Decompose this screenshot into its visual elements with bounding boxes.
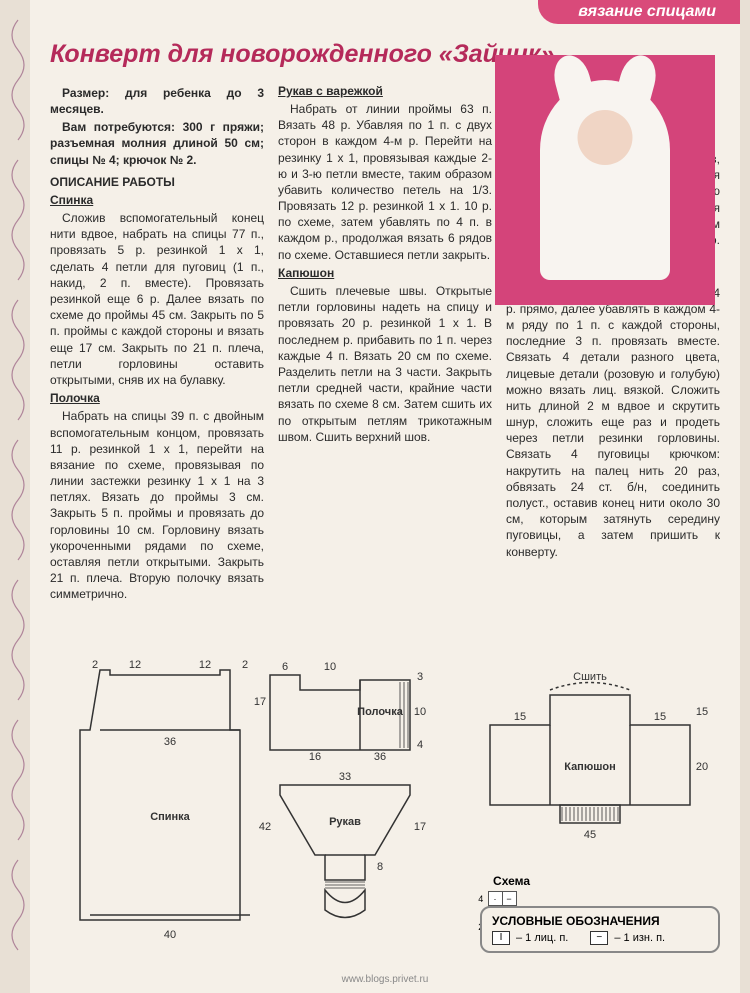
ushki-text: Набрать 15 п. и вязать по схеме 4 р. пря…: [506, 285, 720, 560]
svg-text:10: 10: [414, 706, 426, 718]
spinka-heading: Спинка: [50, 192, 264, 208]
svg-text:36: 36: [164, 736, 176, 748]
svg-text:Рукав: Рукав: [329, 816, 361, 828]
size-line: Размер: для ребенка до 3 месяцев.: [50, 85, 264, 117]
diagram-kapushon: Сшить 15 15 15 20 Капюшон 45: [480, 670, 710, 840]
svg-text:6: 6: [282, 661, 288, 673]
rukav-heading: Рукав с варежкой: [278, 83, 492, 99]
legend-box: УСЛОВНЫЕ ОБОЗНАЧЕНИЯ I – 1 лиц. п. − – 1…: [480, 906, 720, 953]
svg-text:Капюшон: Капюшон: [564, 761, 616, 773]
rukav-text: Набрать от линии проймы 63 п. Вязать 48 …: [278, 101, 492, 263]
legend-text-b: – 1 изн. п.: [614, 932, 665, 944]
materials-line: Вам потребуются: 300 г пряжи; разъемная …: [50, 119, 264, 168]
svg-text:8: 8: [377, 861, 383, 873]
legend-symbol-izn: −: [590, 931, 608, 945]
svg-text:10: 10: [324, 661, 336, 673]
svg-text:Полочка: Полочка: [357, 706, 404, 718]
svg-text:40: 40: [164, 929, 176, 941]
svg-text:Сшить: Сшить: [573, 671, 607, 683]
svg-text:3: 3: [417, 671, 423, 683]
spinka-text: Сложив вспомогательный конец нити вдвое,…: [50, 210, 264, 388]
svg-text:15: 15: [654, 711, 666, 723]
category-tag: вязание спицами: [538, 0, 740, 24]
legend-text-a: – 1 лиц. п.: [516, 932, 568, 944]
svg-text:16: 16: [309, 751, 321, 763]
svg-text:17: 17: [414, 821, 426, 833]
kapushon-text: Сшить плечевые швы. Открытые петли горло…: [278, 283, 492, 445]
polochka-text: Набрать на спицы 39 п. с двойным вспомог…: [50, 408, 264, 602]
svg-text:36: 36: [374, 751, 386, 763]
svg-text:15: 15: [696, 706, 708, 718]
svg-text:15: 15: [514, 711, 526, 723]
svg-text:12: 12: [129, 659, 141, 671]
legend-title: УСЛОВНЫЕ ОБОЗНАЧЕНИЯ: [492, 914, 708, 928]
diagram-spinka: 2 12 12 2 17 36 Спинка 42 40: [80, 660, 260, 940]
svg-text:Спинка: Спинка: [150, 811, 190, 823]
work-heading: ОПИСАНИЕ РАБОТЫ: [50, 174, 264, 190]
product-photo: [495, 55, 715, 305]
kapushon-heading: Капюшон: [278, 265, 492, 281]
diagram-polochka: 6 10 3 10 4 16 36 Полочка: [260, 660, 430, 760]
svg-text:45: 45: [584, 829, 596, 841]
polochka-heading: Полочка: [50, 390, 264, 406]
schema-label: Схема: [493, 874, 530, 888]
legend-symbol-lic: I: [492, 931, 510, 945]
svg-text:4: 4: [417, 739, 423, 751]
page: вязание спицами Конверт для новорожденно…: [30, 0, 740, 993]
footer-url: www.blogs.privet.ru: [342, 974, 429, 985]
svg-text:12: 12: [199, 659, 211, 671]
svg-text:2: 2: [242, 659, 248, 671]
diagram-rukav: 33 Рукав 17 8: [270, 770, 420, 950]
svg-text:33: 33: [339, 771, 351, 783]
svg-text:20: 20: [696, 761, 708, 773]
svg-text:2: 2: [92, 659, 98, 671]
